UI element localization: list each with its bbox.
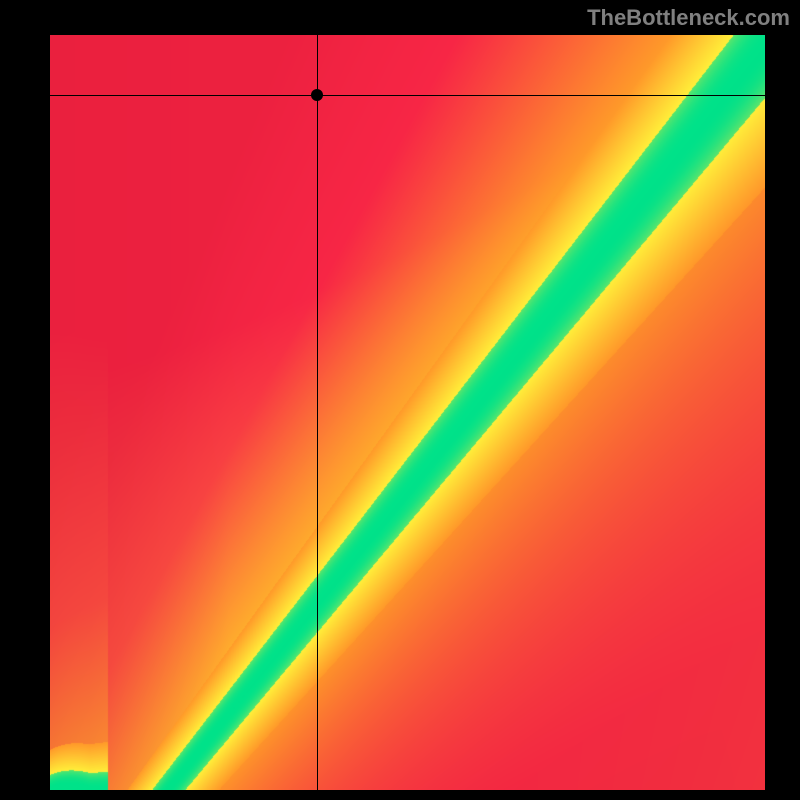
crosshair-vertical — [317, 35, 318, 790]
crosshair-marker — [311, 89, 323, 101]
watermark-text: TheBottleneck.com — [587, 5, 790, 31]
heatmap-plot-area — [50, 35, 765, 790]
crosshair-horizontal — [50, 95, 765, 96]
heatmap-canvas — [50, 35, 765, 790]
